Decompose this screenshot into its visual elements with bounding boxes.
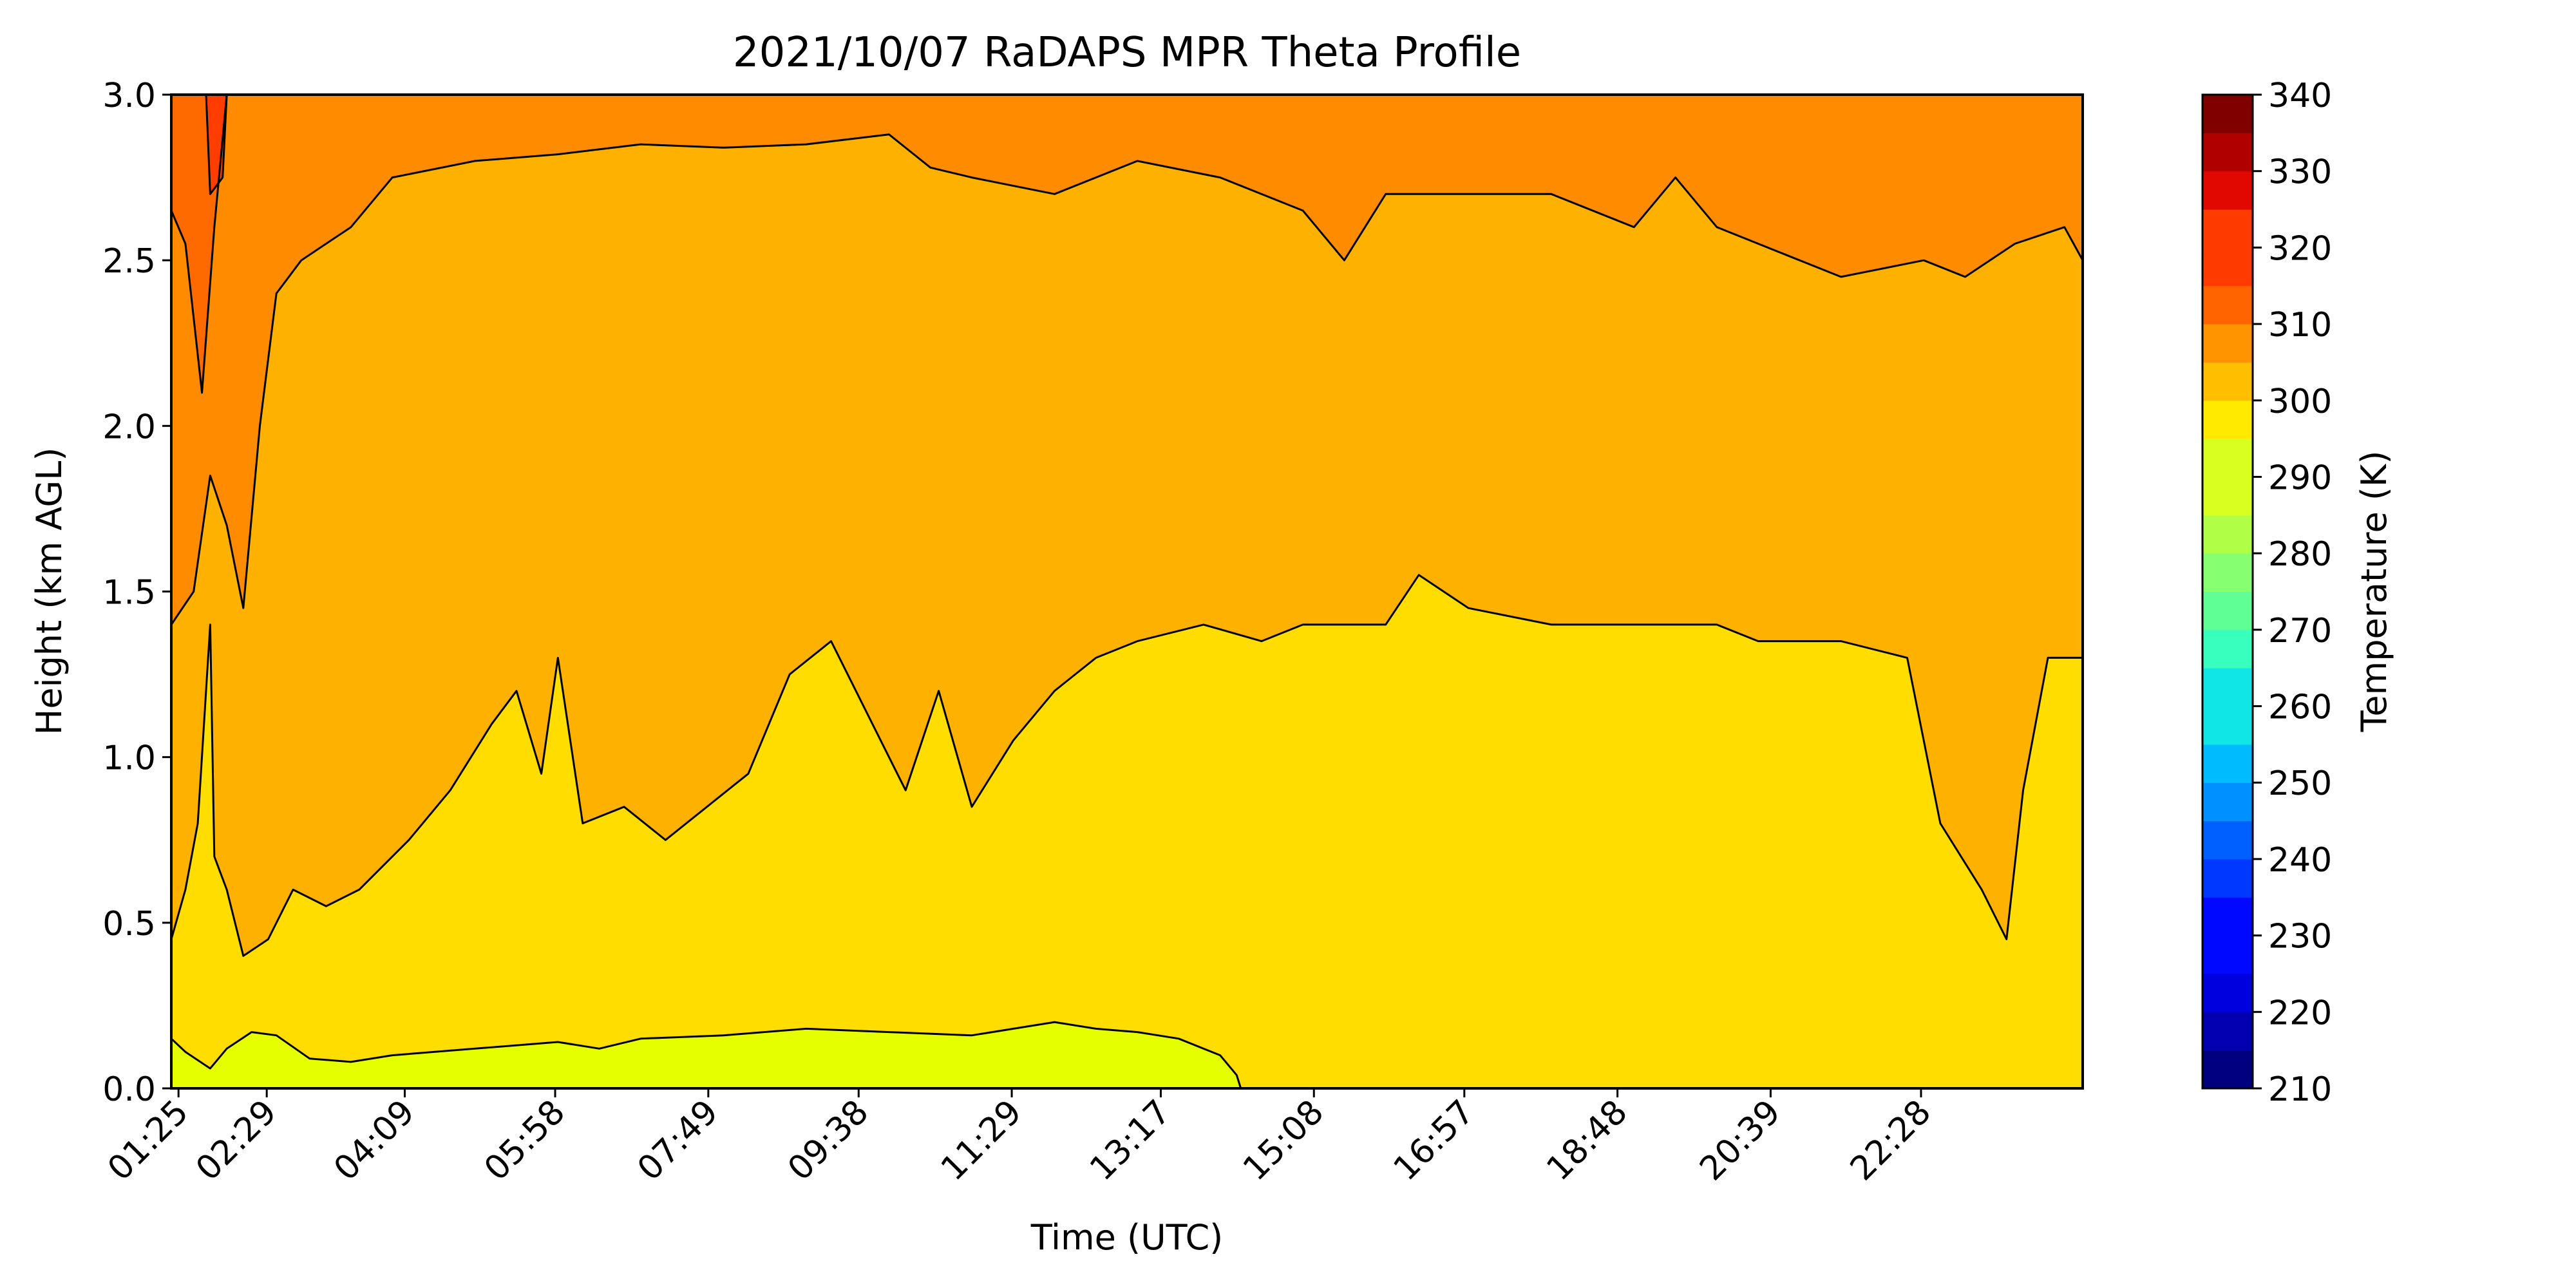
y-tick-label: 0.0 bbox=[102, 1070, 156, 1109]
colorbar-segment bbox=[2202, 782, 2253, 822]
contour-300K bbox=[170, 574, 2083, 957]
colorbar-tick-label: 330 bbox=[2268, 153, 2332, 192]
colorbar-segment bbox=[2202, 171, 2253, 210]
band-295-300 bbox=[171, 574, 2083, 1088]
colorbar-tick-label: 230 bbox=[2268, 918, 2332, 956]
colorbar-segment bbox=[2202, 95, 2253, 133]
colorbar-frame bbox=[2201, 93, 2254, 1090]
contour-315K bbox=[205, 94, 228, 195]
colorbar-segment bbox=[2202, 1050, 2253, 1089]
colorbar-tick-label: 220 bbox=[2268, 994, 2332, 1032]
colorbar-tick-label: 240 bbox=[2268, 841, 2332, 880]
y-tick-label: 3.0 bbox=[102, 77, 156, 115]
colorbar-tick-label: 210 bbox=[2268, 1070, 2332, 1109]
contour-lines bbox=[170, 94, 2084, 1089]
colorbar-segment bbox=[2202, 515, 2253, 554]
colorbar-segment bbox=[2202, 858, 2253, 898]
x-tick-label: 20:39 bbox=[1692, 1093, 1788, 1188]
x-axis-label: Time (UTC) bbox=[1030, 1217, 1224, 1258]
colorbar-segment bbox=[2202, 133, 2253, 172]
x-tick-label: 16:57 bbox=[1387, 1093, 1482, 1188]
colorbar: 210 220 230 240 250 260 270 280 290 300 310 320 330 3… bbox=[2201, 77, 2332, 1109]
colorbar-label: Temperature (K) bbox=[2354, 451, 2394, 733]
colorbar-tick-label: 320 bbox=[2268, 229, 2332, 268]
colorbar-segment bbox=[2202, 324, 2253, 363]
contour-305K bbox=[170, 133, 2084, 625]
colorbar-segment bbox=[2202, 974, 2253, 1012]
colorbar-segment bbox=[2202, 629, 2253, 668]
contour-295K bbox=[170, 1021, 1242, 1089]
x-tick-label: 11:29 bbox=[934, 1093, 1029, 1188]
colorbar-tick-label: 340 bbox=[2268, 77, 2332, 115]
y-tick-label: 2.0 bbox=[102, 408, 156, 446]
colorbar-segment bbox=[2202, 400, 2253, 439]
x-tick-label: 02:29 bbox=[189, 1093, 284, 1188]
x-tick-label: 09:38 bbox=[781, 1093, 876, 1188]
colorbar-segment bbox=[2202, 897, 2253, 936]
colorbar-segment bbox=[2202, 591, 2253, 630]
colorbar-tick-label: 270 bbox=[2268, 612, 2332, 650]
colorbar-segment bbox=[2202, 668, 2253, 707]
y-axis: 0.0 0.5 1.0 1.5 2.0 2.5 3.0 bbox=[102, 77, 171, 1109]
band-290-295 bbox=[171, 1022, 1241, 1088]
colorbar-tick-label: 290 bbox=[2268, 459, 2332, 497]
plot-area bbox=[171, 95, 2083, 1089]
colorbar-segment bbox=[2202, 439, 2253, 477]
colorbar-tick-label: 300 bbox=[2268, 383, 2332, 421]
y-tick-label: 1.5 bbox=[102, 574, 156, 612]
x-tick-label: 05:58 bbox=[477, 1093, 573, 1188]
x-tick-label: 13:17 bbox=[1083, 1093, 1178, 1188]
colorbar-tick-label: 260 bbox=[2268, 688, 2332, 727]
chart-title: 2021/10/07 RaDAPS MPR Theta Profile bbox=[733, 29, 1521, 77]
colorbar-tick-label: 250 bbox=[2268, 764, 2332, 803]
y-tick-label: 0.5 bbox=[102, 905, 156, 943]
colorbar-tick-label: 310 bbox=[2268, 306, 2332, 345]
colorbar-segment bbox=[2202, 1012, 2253, 1051]
x-tick-label: 07:49 bbox=[630, 1093, 726, 1188]
colorbar-segment bbox=[2202, 209, 2253, 248]
x-tick-label: 18:48 bbox=[1539, 1093, 1634, 1188]
band-315-320 bbox=[206, 95, 227, 194]
x-tick-label: 22:28 bbox=[1843, 1093, 1938, 1188]
colorbar-segment bbox=[2202, 820, 2253, 860]
colorbar-segment bbox=[2202, 285, 2253, 325]
x-tick-label: 15:08 bbox=[1236, 1093, 1331, 1188]
y-tick-label: 1.0 bbox=[102, 739, 156, 778]
colorbar-segment bbox=[2202, 935, 2253, 974]
colorbar-segment bbox=[2202, 553, 2253, 592]
colorbar-segment bbox=[2202, 706, 2253, 745]
x-tick-label: 04:09 bbox=[327, 1093, 422, 1188]
colorbar-segment bbox=[2202, 362, 2253, 401]
colorbar-segment bbox=[2202, 477, 2253, 516]
colorbar-segment bbox=[2202, 247, 2253, 287]
y-axis-label: Height (km AGL) bbox=[29, 448, 70, 735]
colorbar-segment bbox=[2202, 744, 2253, 783]
y-tick-label: 2.5 bbox=[102, 242, 156, 281]
colorbar-tick-label: 280 bbox=[2268, 535, 2332, 574]
